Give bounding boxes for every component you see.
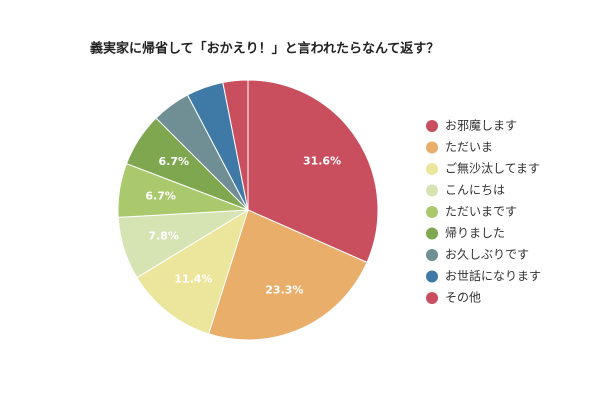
legend-label: お邪魔します	[445, 118, 517, 133]
legend-marker	[426, 141, 438, 154]
data-label: 6.7%	[159, 155, 190, 168]
legend-label: ただいま	[445, 140, 493, 154]
legend-label: お久しぶりです	[445, 248, 529, 262]
legend-marker	[426, 163, 438, 175]
legend-marker	[426, 120, 438, 132]
legend-label: お世話になります	[445, 268, 541, 283]
legend-label: ご無沙汰してます	[445, 161, 540, 176]
data-label: 23.3%	[265, 284, 303, 297]
legend-marker	[426, 206, 438, 218]
data-label: 6.7%	[145, 189, 176, 202]
legend-label: その他	[445, 291, 481, 305]
legend-marker	[426, 184, 438, 197]
data-label: 7.8%	[148, 229, 179, 242]
legend-marker	[426, 249, 438, 261]
legend-marker	[426, 270, 438, 283]
data-label: 31.6%	[303, 155, 341, 168]
legend-label: ただいまです	[445, 205, 517, 219]
legend-label: 帰りました	[445, 226, 505, 240]
pie-slice	[136, 208, 249, 335]
pie-slice	[222, 79, 249, 211]
data-label: 11.4%	[174, 273, 212, 286]
legend-marker	[426, 227, 438, 240]
legend-marker	[426, 292, 438, 304]
pie-slice	[247, 79, 379, 264]
legend-label: こんにちは	[445, 183, 505, 197]
pie-slice	[207, 209, 368, 341]
chart-title: 義実家に帰省して「おかえり！」と言われたらなんて返す？	[90, 41, 439, 57]
